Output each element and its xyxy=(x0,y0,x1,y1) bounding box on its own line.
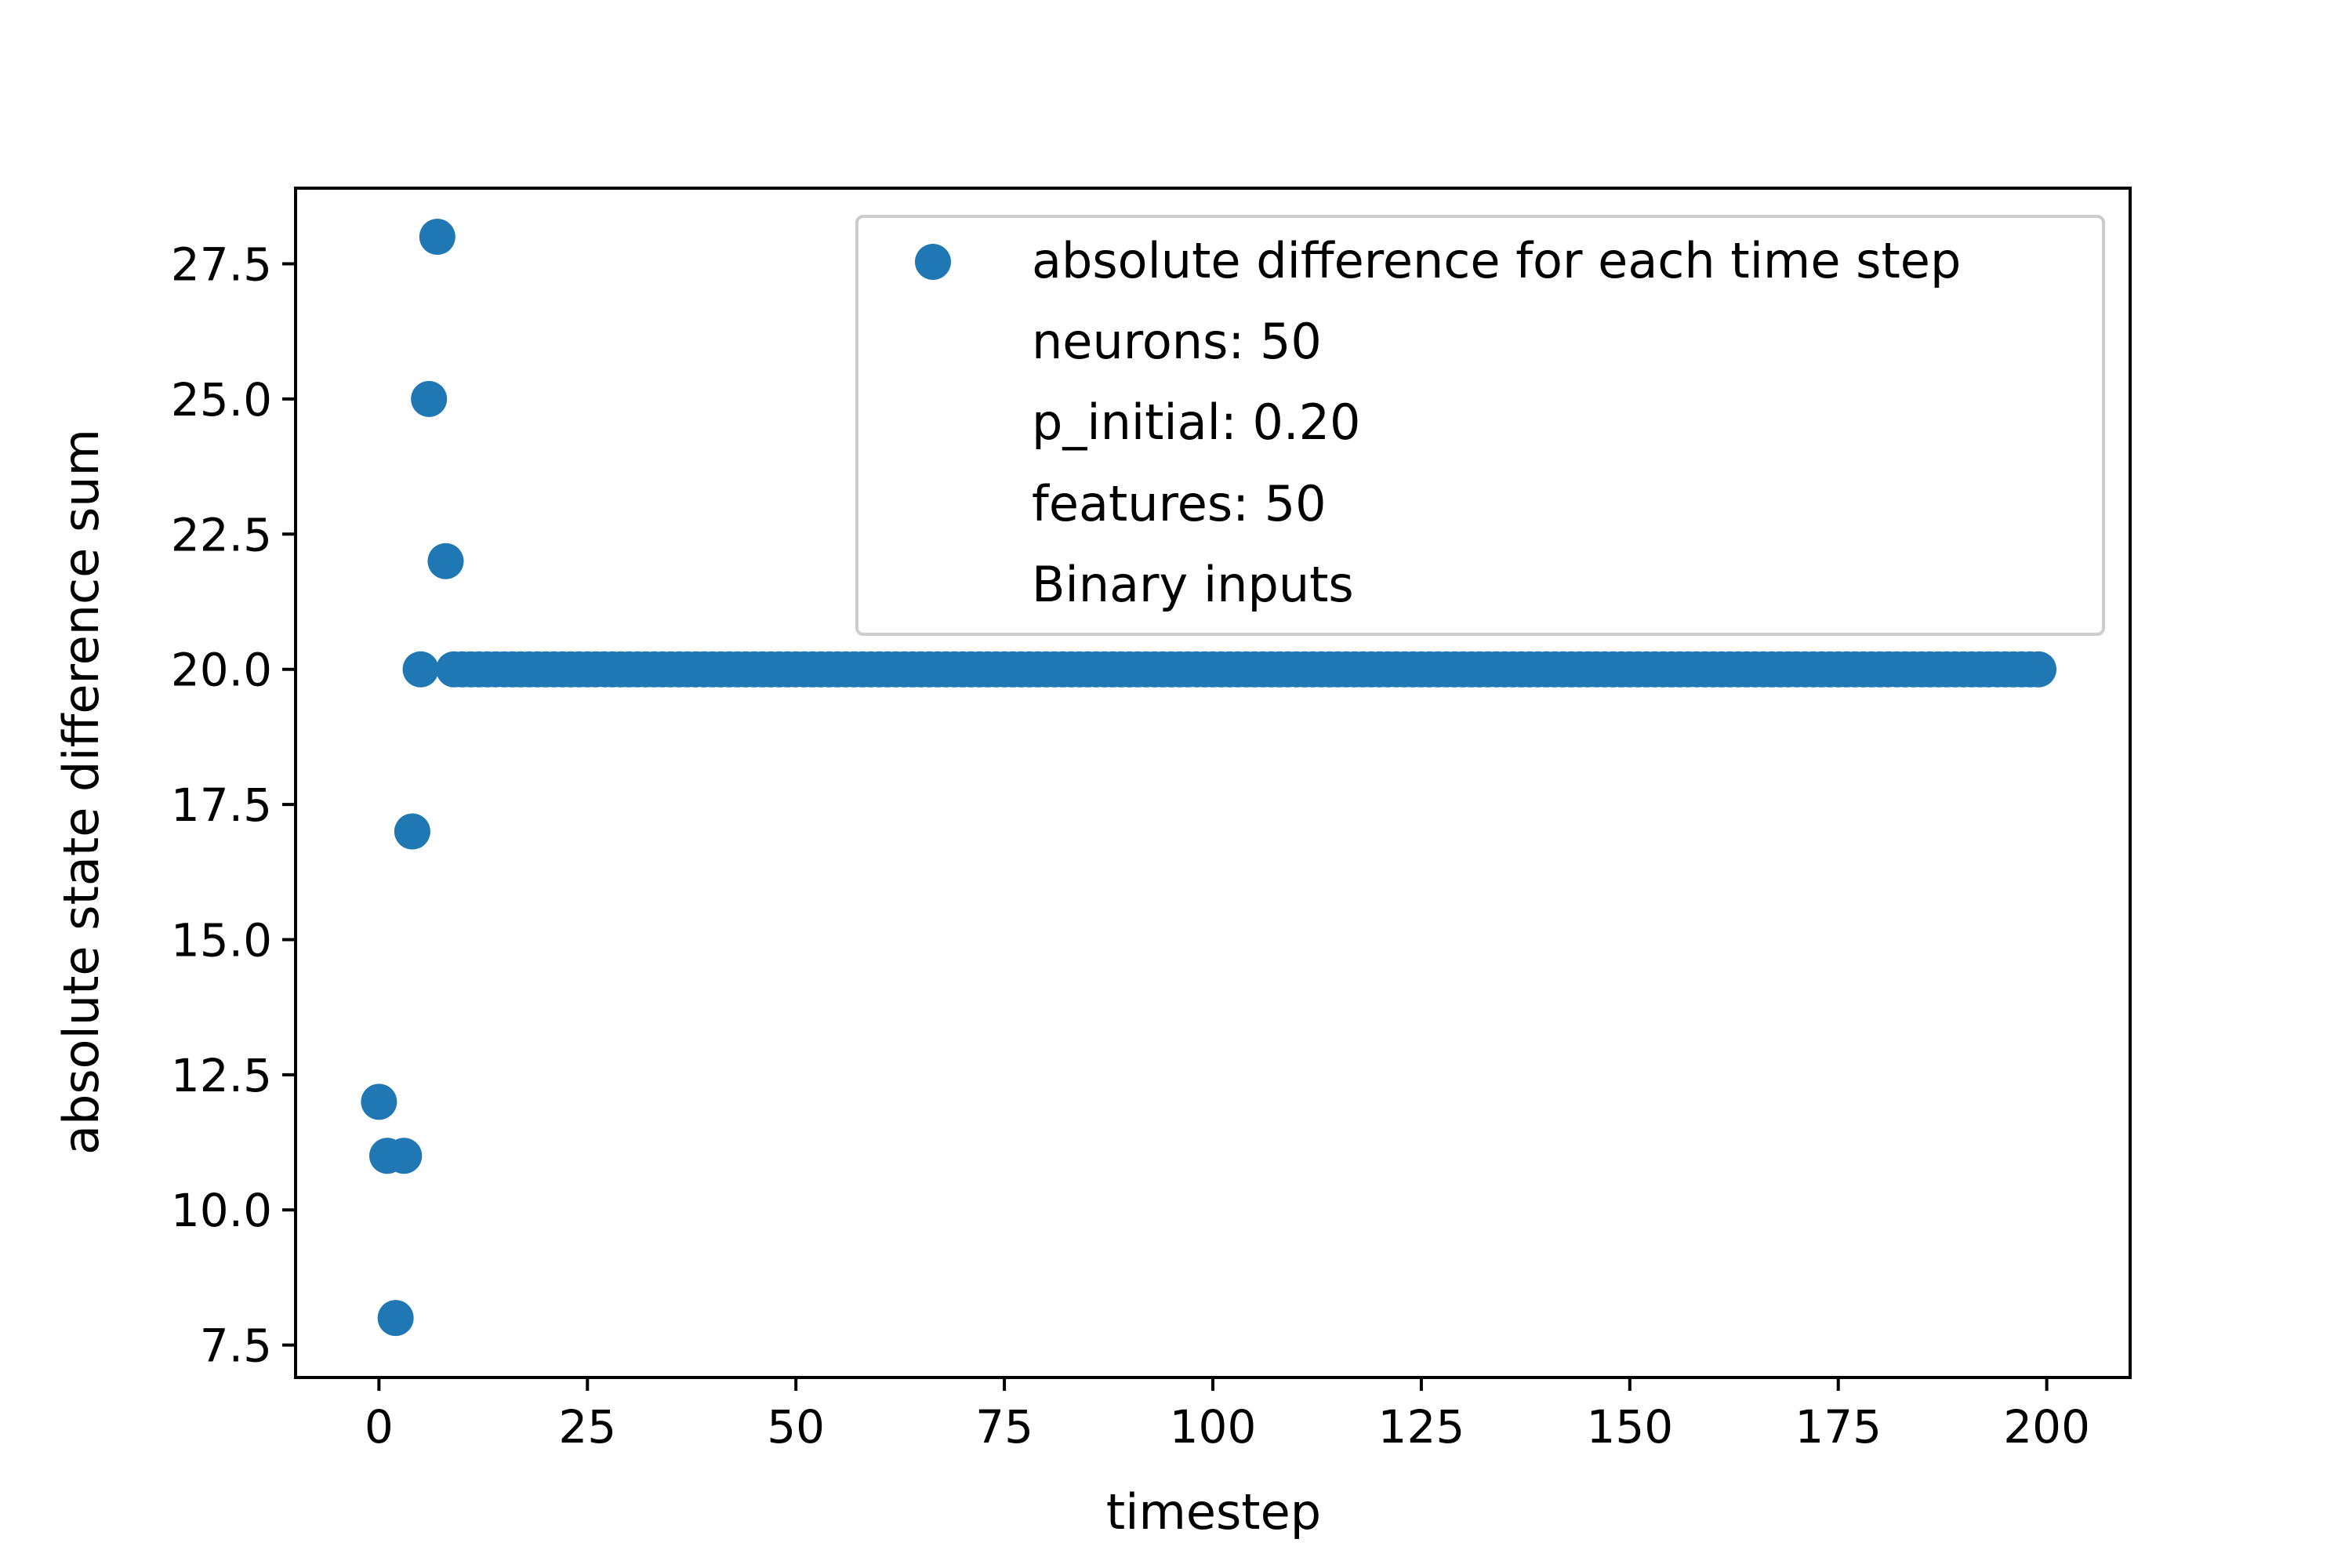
data-point xyxy=(402,651,439,688)
x-tick-label: 200 xyxy=(2003,1400,2090,1454)
data-point xyxy=(361,1083,397,1120)
x-tick-label: 0 xyxy=(365,1400,394,1454)
y-tick-label: 17.5 xyxy=(171,779,272,832)
x-tick-label: 75 xyxy=(975,1400,1033,1454)
legend-entry-series: absolute difference for each time step xyxy=(1032,232,1961,289)
x-tick-label: 175 xyxy=(1795,1400,1882,1454)
data-point xyxy=(2020,651,2056,688)
legend-marker xyxy=(915,244,951,280)
plot-area xyxy=(361,219,2056,1337)
legend: absolute difference for each time step n… xyxy=(855,215,2105,636)
y-tick-label: 10.0 xyxy=(171,1184,272,1237)
y-tick-label: 12.5 xyxy=(171,1049,272,1102)
y-tick-label: 25.0 xyxy=(171,373,272,426)
data-point xyxy=(427,543,464,579)
x-tick-label: 50 xyxy=(767,1400,825,1454)
legend-box xyxy=(855,215,2105,636)
y-axis: 7.5 10.0 12.5 15.0 17.5 20.0 22.5 25.0 27.5 xyxy=(171,238,296,1373)
legend-entry-features: features: 50 xyxy=(1032,475,1327,532)
x-axis-label: timestep xyxy=(1106,1483,1321,1541)
y-tick-label: 15.0 xyxy=(171,913,272,967)
x-tick-label: 150 xyxy=(1586,1400,1673,1454)
data-point xyxy=(411,380,448,417)
legend-entry-p-initial: p_initial: 0.20 xyxy=(1032,394,1361,451)
x-axis: 0 25 50 75 100 125 150 175 200 xyxy=(365,1377,2090,1454)
x-tick-label: 125 xyxy=(1378,1400,1465,1454)
data-point xyxy=(419,219,456,256)
y-tick-label: 20.0 xyxy=(171,644,272,697)
data-point xyxy=(377,1300,414,1337)
data-point xyxy=(386,1138,423,1174)
legend-entry-binary-inputs: Binary inputs xyxy=(1032,556,1354,613)
x-tick-label: 25 xyxy=(558,1400,616,1454)
y-axis-label: absolute state difference sum xyxy=(53,429,110,1155)
legend-entry-neurons: neurons: 50 xyxy=(1032,313,1322,370)
y-tick-label: 22.5 xyxy=(171,508,272,561)
y-tick-label: 7.5 xyxy=(200,1319,272,1373)
y-tick-label: 27.5 xyxy=(171,238,272,292)
x-tick-label: 100 xyxy=(1170,1400,1257,1454)
plot-frame xyxy=(294,187,2132,1379)
data-point xyxy=(394,813,430,850)
